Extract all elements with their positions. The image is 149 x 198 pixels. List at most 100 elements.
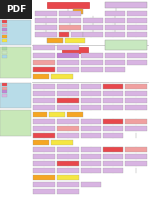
FancyBboxPatch shape (81, 154, 101, 159)
FancyBboxPatch shape (73, 9, 83, 14)
FancyBboxPatch shape (33, 98, 55, 103)
FancyBboxPatch shape (51, 140, 73, 145)
FancyBboxPatch shape (67, 112, 83, 117)
FancyBboxPatch shape (57, 98, 79, 103)
FancyBboxPatch shape (57, 84, 79, 89)
FancyBboxPatch shape (0, 83, 31, 108)
FancyBboxPatch shape (125, 147, 147, 152)
FancyBboxPatch shape (57, 119, 79, 124)
FancyBboxPatch shape (1, 20, 7, 23)
FancyBboxPatch shape (35, 32, 57, 37)
FancyBboxPatch shape (47, 38, 63, 43)
FancyBboxPatch shape (1, 94, 7, 96)
FancyBboxPatch shape (57, 45, 79, 50)
FancyBboxPatch shape (125, 119, 147, 124)
FancyBboxPatch shape (1, 51, 7, 54)
FancyBboxPatch shape (81, 161, 101, 166)
FancyBboxPatch shape (103, 98, 123, 103)
FancyBboxPatch shape (33, 189, 55, 194)
FancyBboxPatch shape (103, 84, 123, 89)
FancyBboxPatch shape (49, 112, 65, 117)
FancyBboxPatch shape (51, 74, 73, 79)
FancyBboxPatch shape (62, 47, 88, 53)
FancyBboxPatch shape (33, 154, 55, 159)
FancyBboxPatch shape (57, 133, 79, 138)
FancyBboxPatch shape (125, 105, 147, 110)
FancyBboxPatch shape (103, 161, 123, 166)
FancyBboxPatch shape (125, 154, 147, 159)
Text: PDF: PDF (6, 5, 26, 14)
FancyBboxPatch shape (57, 175, 79, 180)
FancyBboxPatch shape (125, 84, 147, 89)
FancyBboxPatch shape (33, 91, 55, 96)
FancyBboxPatch shape (105, 25, 125, 30)
FancyBboxPatch shape (103, 154, 123, 159)
FancyBboxPatch shape (81, 182, 101, 187)
FancyBboxPatch shape (81, 84, 101, 89)
FancyBboxPatch shape (127, 11, 147, 16)
FancyBboxPatch shape (81, 60, 103, 65)
FancyBboxPatch shape (1, 47, 7, 50)
FancyBboxPatch shape (33, 53, 55, 58)
FancyBboxPatch shape (1, 90, 7, 93)
FancyBboxPatch shape (125, 161, 147, 166)
FancyBboxPatch shape (57, 91, 79, 96)
FancyBboxPatch shape (33, 147, 55, 152)
FancyBboxPatch shape (35, 11, 57, 16)
FancyBboxPatch shape (59, 25, 81, 30)
FancyBboxPatch shape (57, 53, 79, 58)
FancyBboxPatch shape (33, 67, 55, 72)
FancyBboxPatch shape (105, 18, 125, 23)
FancyBboxPatch shape (33, 133, 55, 138)
FancyBboxPatch shape (59, 18, 81, 23)
FancyBboxPatch shape (57, 168, 79, 173)
FancyBboxPatch shape (33, 105, 55, 110)
FancyBboxPatch shape (33, 140, 49, 145)
FancyBboxPatch shape (0, 110, 31, 136)
FancyBboxPatch shape (65, 38, 85, 43)
FancyBboxPatch shape (81, 105, 101, 110)
FancyBboxPatch shape (105, 67, 125, 72)
FancyBboxPatch shape (59, 32, 69, 37)
FancyBboxPatch shape (33, 60, 55, 65)
FancyBboxPatch shape (57, 126, 79, 131)
FancyBboxPatch shape (57, 147, 79, 152)
FancyBboxPatch shape (81, 133, 101, 138)
FancyBboxPatch shape (33, 45, 55, 50)
FancyBboxPatch shape (127, 18, 147, 23)
FancyBboxPatch shape (33, 112, 47, 117)
FancyBboxPatch shape (0, 0, 32, 19)
FancyBboxPatch shape (71, 32, 83, 37)
FancyBboxPatch shape (105, 40, 147, 50)
FancyBboxPatch shape (81, 147, 101, 152)
FancyBboxPatch shape (57, 189, 79, 194)
FancyBboxPatch shape (1, 55, 7, 58)
FancyBboxPatch shape (81, 67, 103, 72)
FancyBboxPatch shape (105, 60, 125, 65)
FancyBboxPatch shape (33, 182, 55, 187)
FancyBboxPatch shape (33, 168, 55, 173)
FancyBboxPatch shape (103, 91, 123, 96)
FancyBboxPatch shape (81, 126, 101, 131)
FancyBboxPatch shape (57, 182, 79, 187)
FancyBboxPatch shape (57, 154, 79, 159)
FancyBboxPatch shape (0, 47, 31, 78)
FancyBboxPatch shape (81, 53, 103, 58)
FancyBboxPatch shape (127, 53, 147, 58)
FancyBboxPatch shape (33, 126, 55, 131)
FancyBboxPatch shape (35, 25, 57, 30)
FancyBboxPatch shape (35, 18, 57, 23)
FancyBboxPatch shape (57, 105, 79, 110)
FancyBboxPatch shape (81, 98, 101, 103)
FancyBboxPatch shape (125, 98, 147, 103)
FancyBboxPatch shape (1, 39, 7, 42)
FancyBboxPatch shape (81, 168, 101, 173)
FancyBboxPatch shape (57, 161, 79, 166)
FancyBboxPatch shape (83, 18, 103, 23)
FancyBboxPatch shape (125, 91, 147, 96)
FancyBboxPatch shape (105, 53, 125, 58)
FancyBboxPatch shape (103, 126, 123, 131)
FancyBboxPatch shape (1, 32, 7, 34)
FancyBboxPatch shape (81, 119, 101, 124)
FancyBboxPatch shape (33, 175, 55, 180)
